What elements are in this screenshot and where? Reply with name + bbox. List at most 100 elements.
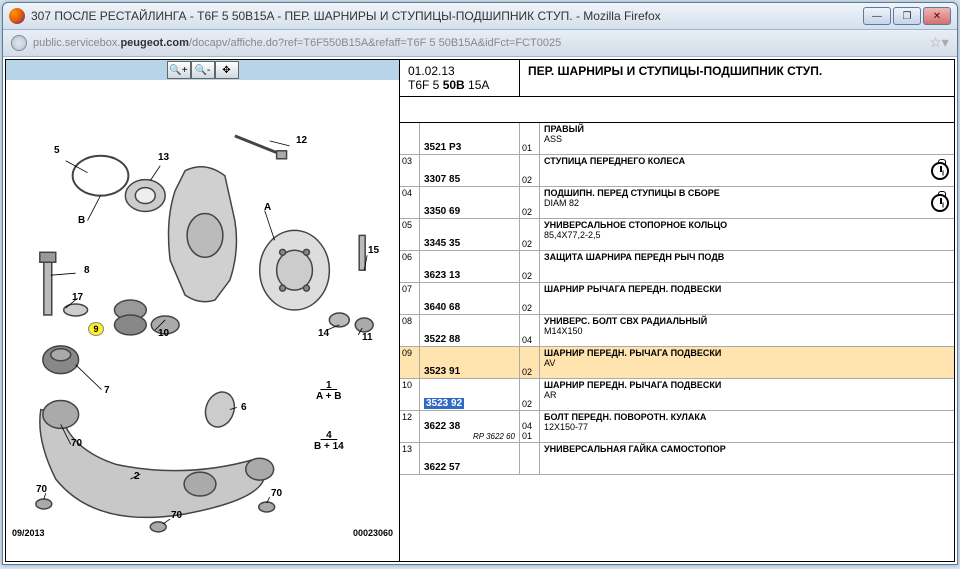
callout-5: 5 xyxy=(54,145,60,156)
zoom-in-button[interactable]: 🔍+ xyxy=(167,61,191,79)
part-number: 3521 P3 xyxy=(420,123,520,154)
timer-col xyxy=(926,379,954,410)
diagram-panel: 🔍+ 🔍- ✥ xyxy=(5,59,400,562)
doc-code: T6F 5 50B 15A xyxy=(408,78,511,92)
timer-col xyxy=(926,155,954,186)
timer-col xyxy=(926,411,954,442)
part-name: БОЛТ ПЕРЕДН. ПОВОРОТН. КУЛАКА12X150-77 xyxy=(540,411,926,442)
table-row[interactable]: 043350 6902ПОДШИПН. ПЕРЕД СТУПИЦЫ В СБОР… xyxy=(400,187,954,219)
timer-col xyxy=(926,123,954,154)
callout-A: A xyxy=(264,202,271,213)
part-number: 3623 13 xyxy=(420,251,520,282)
part-name: УНИВЕРСАЛЬНАЯ ГАЙКА САМОСТОПОР xyxy=(540,443,926,474)
timer-col xyxy=(926,187,954,218)
table-row[interactable]: 073640 6802ШАРНИР РЫЧАГА ПЕРЕДН. ПОДВЕСК… xyxy=(400,283,954,315)
bookmark-icon[interactable]: ☆▾ xyxy=(929,34,949,52)
row-num: 08 xyxy=(400,315,420,346)
callout-9[interactable]: 9 xyxy=(88,322,104,336)
maximize-button[interactable]: ❐ xyxy=(893,7,921,25)
row-num: 09 xyxy=(400,347,420,378)
minimize-button[interactable]: — xyxy=(863,7,891,25)
globe-icon xyxy=(11,35,27,51)
callout-1: 1 A + B xyxy=(316,380,341,402)
part-number: 3345 35 xyxy=(420,219,520,250)
part-name: СТУПИЦА ПЕРЕДНЕГО КОЛЕСА xyxy=(540,155,926,186)
qty: 02 xyxy=(520,379,540,410)
part-number: 3523 91 xyxy=(420,347,520,378)
callout-70c: 70 xyxy=(171,510,182,521)
table-row[interactable]: 123622 38RP 3622 600401БОЛТ ПЕРЕДН. ПОВО… xyxy=(400,411,954,443)
firefox-icon xyxy=(9,8,25,24)
table-row[interactable]: 083522 8804УНИВЕРС. БОЛТ СВХ РАДИАЛЬНЫЙM… xyxy=(400,315,954,347)
qty: 02 xyxy=(520,347,540,378)
address-bar[interactable]: public.servicebox.peugeot.com/docapv/aff… xyxy=(3,30,957,57)
row-num: 06 xyxy=(400,251,420,282)
window-title: 307 ПОСЛЕ РЕСТАЙЛИНГА - T6F 5 50B15A - П… xyxy=(31,9,863,23)
callout-70b: 70 xyxy=(36,484,47,495)
doc-date: 01.02.13 xyxy=(408,64,511,78)
callout-12: 12 xyxy=(296,135,307,146)
part-number: 3622 57 xyxy=(420,443,520,474)
part-name: УНИВЕРС. БОЛТ СВХ РАДИАЛЬНЫЙM14X150 xyxy=(540,315,926,346)
part-number: 3523 92 xyxy=(420,379,520,410)
callout-14: 14 xyxy=(318,328,329,339)
timer-col xyxy=(926,443,954,474)
part-name: ШАРНИР ПЕРЕДН. РЫЧАГА ПОДВЕСКИAV xyxy=(540,347,926,378)
table-row[interactable]: 3521 P301ПРАВЫЙASS xyxy=(400,123,954,155)
callout-8: 8 xyxy=(84,265,90,276)
callout-2: 2 xyxy=(134,471,140,482)
close-button[interactable]: ✕ xyxy=(923,7,951,25)
diagram-toolbar: 🔍+ 🔍- ✥ xyxy=(6,60,399,80)
callout-70a: 70 xyxy=(71,438,82,449)
table-row[interactable]: 133622 57 УНИВЕРСАЛЬНАЯ ГАЙКА САМОСТОПОР xyxy=(400,443,954,475)
table-row[interactable]: 053345 3502УНИВЕРСАЛЬНОЕ СТОПОРНОЕ КОЛЬЦ… xyxy=(400,219,954,251)
callout-15: 15 xyxy=(368,245,379,256)
parts-table[interactable]: 3521 P301ПРАВЫЙASS033307 8502СТУПИЦА ПЕР… xyxy=(400,123,954,561)
part-name: ШАРНИР РЫЧАГА ПЕРЕДН. ПОДВЕСКИ xyxy=(540,283,926,314)
qty: 0401 xyxy=(520,411,540,442)
qty: 02 xyxy=(520,251,540,282)
qty: 01 xyxy=(520,123,540,154)
callout-B: B xyxy=(78,215,85,226)
row-num: 12 xyxy=(400,411,420,442)
qty: 02 xyxy=(520,155,540,186)
timer-col xyxy=(926,315,954,346)
qty: 02 xyxy=(520,219,540,250)
callout-4: 4 B + 14 xyxy=(314,430,344,452)
row-num: 05 xyxy=(400,219,420,250)
table-row[interactable]: 103523 9202ШАРНИР ПЕРЕДН. РЫЧАГА ПОДВЕСК… xyxy=(400,379,954,411)
row-num xyxy=(400,123,420,154)
diagram-number: 00023060 xyxy=(353,528,393,538)
part-name: ПОДШИПН. ПЕРЕД СТУПИЦЫ В СБОРЕDIAM 82 xyxy=(540,187,926,218)
callout-70d: 70 xyxy=(271,488,282,499)
table-row[interactable]: 093523 9102ШАРНИР ПЕРЕДН. РЫЧАГА ПОДВЕСК… xyxy=(400,347,954,379)
diagram-date: 09/2013 xyxy=(12,528,45,538)
qty xyxy=(520,443,540,474)
part-number: 3350 69 xyxy=(420,187,520,218)
part-name: ПРАВЫЙASS xyxy=(540,123,926,154)
callout-13: 13 xyxy=(158,152,169,163)
timer-col xyxy=(926,219,954,250)
clock-icon xyxy=(931,194,949,212)
table-row[interactable]: 033307 8502СТУПИЦА ПЕРЕДНЕГО КОЛЕСА xyxy=(400,155,954,187)
zoom-out-button[interactable]: 🔍- xyxy=(191,61,215,79)
doc-title: ПЕР. ШАРНИРЫ И СТУПИЦЫ-ПОДШИПНИК СТУП. xyxy=(520,60,954,96)
row-num: 07 xyxy=(400,283,420,314)
clock-icon xyxy=(931,162,949,180)
qty: 04 xyxy=(520,315,540,346)
parts-diagram[interactable]: 5 B 13 12 8 17 9 10 A 15 14 11 7 70 6 1 … xyxy=(6,80,399,540)
qty: 02 xyxy=(520,187,540,218)
part-name: ЗАЩИТА ШАРНИРА ПЕРЕДН РЫЧ ПОДВ xyxy=(540,251,926,282)
table-row[interactable]: 063623 1302ЗАЩИТА ШАРНИРА ПЕРЕДН РЫЧ ПОД… xyxy=(400,251,954,283)
callout-11: 11 xyxy=(362,332,373,343)
parts-table-panel: 01.02.13 T6F 5 50B 15A ПЕР. ШАРНИРЫ И СТ… xyxy=(400,59,955,562)
callout-10: 10 xyxy=(158,328,169,339)
callout-7: 7 xyxy=(104,385,110,396)
timer-col xyxy=(926,283,954,314)
row-num: 13 xyxy=(400,443,420,474)
pan-button[interactable]: ✥ xyxy=(215,61,239,79)
row-num: 03 xyxy=(400,155,420,186)
part-number: 3522 88 xyxy=(420,315,520,346)
row-num: 10 xyxy=(400,379,420,410)
part-name: УНИВЕРСАЛЬНОЕ СТОПОРНОЕ КОЛЬЦО85,4X77,2-… xyxy=(540,219,926,250)
